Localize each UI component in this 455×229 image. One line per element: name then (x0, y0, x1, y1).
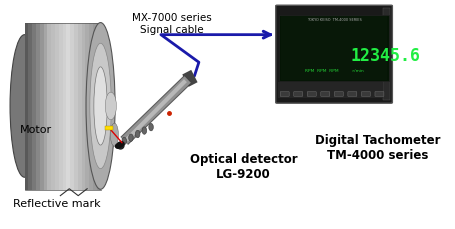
Bar (59, 24, 63, 190)
FancyBboxPatch shape (348, 92, 357, 97)
Bar (281, 17, 388, 81)
Bar (44, 24, 47, 190)
Ellipse shape (94, 68, 107, 145)
FancyBboxPatch shape (321, 92, 330, 97)
FancyBboxPatch shape (280, 92, 289, 97)
Bar (25, 24, 28, 190)
Text: MX-7000 series
Signal cable: MX-7000 series Signal cable (132, 13, 212, 35)
Bar (51, 24, 55, 190)
Bar (81, 24, 86, 190)
Ellipse shape (129, 134, 133, 142)
FancyBboxPatch shape (294, 92, 303, 97)
Bar (74, 24, 78, 190)
Bar (40, 24, 44, 190)
Bar (63, 24, 66, 190)
Text: Motor: Motor (20, 124, 52, 134)
Ellipse shape (142, 127, 147, 135)
Bar (93, 24, 97, 190)
Bar (55, 24, 59, 190)
Bar (47, 24, 51, 190)
Bar (278, 83, 383, 98)
Bar (70, 24, 74, 190)
Bar (89, 24, 93, 190)
Text: TOKYO KEISO  TM-4000 SERIES: TOKYO KEISO TM-4000 SERIES (307, 18, 361, 22)
Text: Reflective mark: Reflective mark (13, 198, 101, 208)
FancyBboxPatch shape (276, 6, 392, 104)
Ellipse shape (122, 138, 126, 145)
FancyBboxPatch shape (334, 92, 343, 97)
Ellipse shape (90, 44, 111, 169)
FancyBboxPatch shape (307, 92, 316, 97)
FancyBboxPatch shape (361, 92, 370, 97)
Ellipse shape (86, 24, 115, 189)
Bar (97, 24, 101, 190)
Ellipse shape (10, 35, 39, 177)
Bar (279, 16, 389, 81)
Ellipse shape (111, 124, 118, 147)
Bar (383, 9, 389, 101)
Bar (66, 24, 70, 190)
Ellipse shape (105, 93, 116, 120)
Ellipse shape (136, 131, 140, 138)
Text: Optical detector
LG-9200: Optical detector LG-9200 (190, 152, 298, 180)
Bar (78, 24, 81, 190)
Ellipse shape (149, 124, 153, 131)
Bar (28, 24, 32, 190)
Bar (32, 24, 36, 190)
FancyBboxPatch shape (375, 92, 384, 97)
Text: Digital Tachometer
TM-4000 series: Digital Tachometer TM-4000 series (315, 134, 440, 162)
Bar (106, 126, 113, 130)
Bar (86, 24, 89, 190)
Bar (36, 24, 40, 190)
Text: 12345.6: 12345.6 (350, 47, 420, 65)
Text: RPM  RPM  RPM          r/min: RPM RPM RPM r/min (305, 69, 364, 73)
